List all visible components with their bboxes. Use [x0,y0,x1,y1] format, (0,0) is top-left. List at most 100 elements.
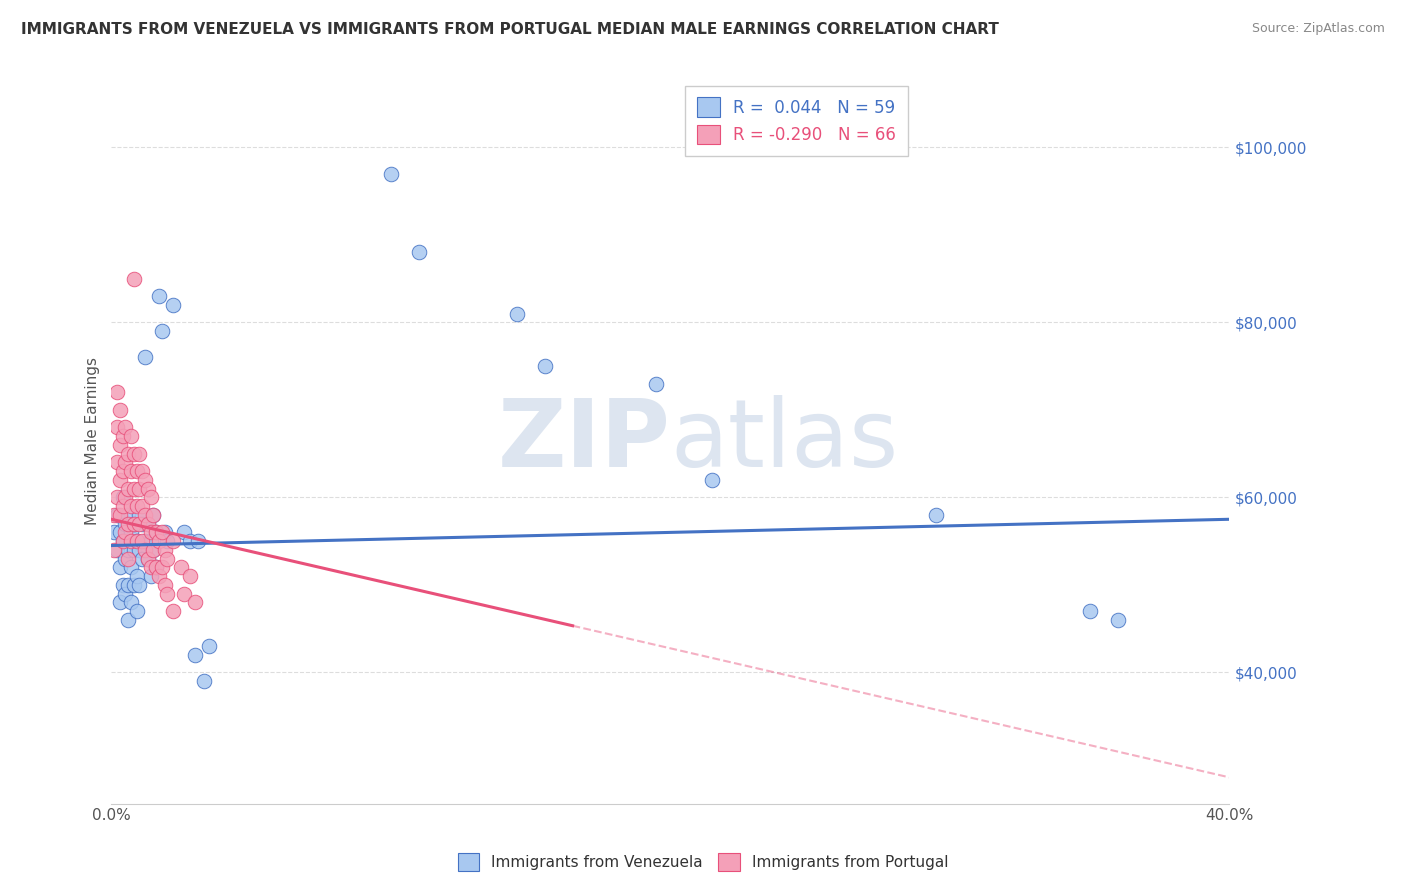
Point [108,403,131,417]
Point [162,534,184,549]
Point [105,491,128,505]
Point [117,578,139,592]
Point [103,525,125,540]
Text: IMMIGRANTS FROM VENEZUELA VS IMMIGRANTS FROM PORTUGAL MEDIAN MALE EARNINGS CORRE: IMMIGRANTS FROM VENEZUELA VS IMMIGRANTS … [21,22,1000,37]
Point [173,525,195,540]
Point [128,447,150,461]
Point [131,499,153,513]
Point [179,534,201,549]
Point [131,516,153,531]
Point [122,516,145,531]
Point [120,560,142,574]
Point [131,464,153,478]
Point [111,534,134,549]
Point [105,508,128,522]
Point [105,455,128,469]
Point [120,499,142,513]
Point [142,542,165,557]
Text: atlas: atlas [671,394,898,486]
Point [122,482,145,496]
Point [156,587,179,601]
Point [125,604,148,618]
Point [198,639,221,653]
Point [120,464,142,478]
Point [125,464,148,478]
Point [184,595,207,609]
Point [125,534,148,549]
Point [105,385,128,400]
Point [134,351,156,365]
Point [125,569,148,583]
Point [134,508,156,522]
Point [111,429,134,443]
Point [187,534,209,549]
Point [380,167,402,181]
Point [142,508,165,522]
Text: Source: ZipAtlas.com: Source: ZipAtlas.com [1251,22,1385,36]
Point [117,508,139,522]
Point [114,455,136,469]
Point [111,491,134,505]
Point [173,587,195,601]
Point [128,578,150,592]
Point [111,499,134,513]
Point [156,534,179,549]
Point [114,525,136,540]
Point [139,569,162,583]
Point [136,551,159,566]
Point [156,551,179,566]
Point [108,473,131,487]
Point [117,516,139,531]
Point [533,359,555,373]
Point [122,542,145,557]
Point [150,324,173,338]
Point [117,542,139,557]
Point [105,542,128,557]
Point [114,516,136,531]
Point [162,604,184,618]
Point [111,578,134,592]
Point [505,307,527,321]
Legend: R =  0.044   N = 59, R = -0.290   N = 66: R = 0.044 N = 59, R = -0.290 N = 66 [685,86,908,156]
Point [136,516,159,531]
Point [139,491,162,505]
Point [120,525,142,540]
Point [1107,613,1129,627]
Point [139,525,162,540]
Point [179,569,201,583]
Point [136,516,159,531]
Point [148,289,170,303]
Point [645,376,668,391]
Text: ZIP: ZIP [498,394,671,486]
Point [114,420,136,434]
Point [114,551,136,566]
Point [153,525,176,540]
Point [128,482,150,496]
Point [108,560,131,574]
Point [150,560,173,574]
Point [122,271,145,285]
Point [145,560,167,574]
Point [408,245,430,260]
Point [134,473,156,487]
Point [108,438,131,452]
Point [122,447,145,461]
Point [136,551,159,566]
Point [108,595,131,609]
Point [139,534,162,549]
Point [117,613,139,627]
Point [125,534,148,549]
Point [103,508,125,522]
Point [108,508,131,522]
Point [114,587,136,601]
Point [120,429,142,443]
Point [184,648,207,662]
Point [103,542,125,557]
Point [150,525,173,540]
Point [131,534,153,549]
Point [122,578,145,592]
Point [125,499,148,513]
Point [111,464,134,478]
Point [117,482,139,496]
Point [134,542,156,557]
